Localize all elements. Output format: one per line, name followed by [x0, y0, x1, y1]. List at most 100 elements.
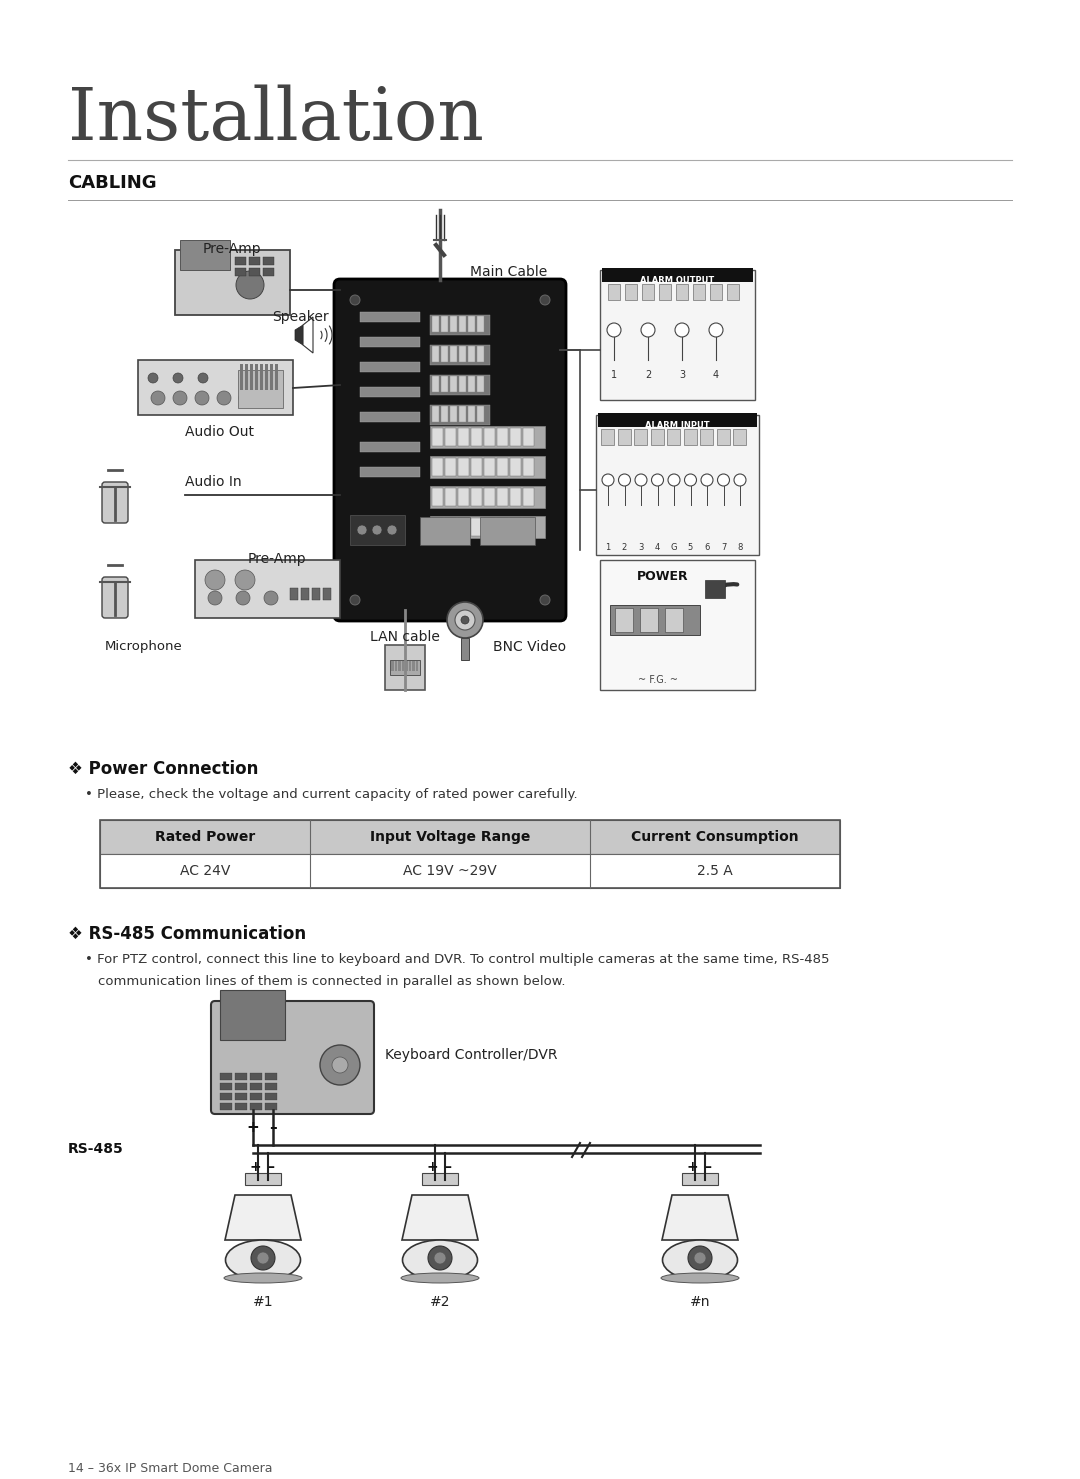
Bar	[100, 819, 840, 853]
Text: 1: 1	[611, 370, 617, 380]
Circle shape	[708, 322, 723, 337]
Circle shape	[694, 1253, 706, 1265]
Bar	[249, 364, 253, 390]
Text: CABLING: CABLING	[68, 175, 157, 192]
Text: +: +	[427, 1160, 437, 1174]
Text: • Please, check the voltage and current capacity of rated power carefully.: • Please, check the voltage and current …	[85, 788, 578, 802]
Bar	[681, 1173, 718, 1185]
Bar	[510, 518, 521, 535]
Polygon shape	[303, 317, 313, 353]
Bar	[523, 488, 534, 506]
Bar	[450, 407, 457, 422]
Bar	[700, 429, 713, 445]
Polygon shape	[225, 1195, 301, 1239]
Bar	[265, 1083, 276, 1090]
Bar	[510, 488, 521, 506]
Bar	[430, 376, 490, 395]
Bar	[459, 376, 465, 392]
Circle shape	[717, 473, 729, 487]
Text: Pre-Amp: Pre-Amp	[247, 552, 307, 566]
Bar	[235, 268, 246, 277]
Bar	[323, 589, 330, 600]
Bar	[235, 257, 246, 265]
Bar	[600, 561, 755, 691]
Circle shape	[264, 592, 278, 605]
Bar	[360, 387, 420, 396]
Circle shape	[198, 373, 208, 383]
Bar	[445, 518, 456, 535]
Bar	[432, 317, 438, 331]
Bar	[235, 1083, 247, 1090]
Bar	[727, 284, 739, 300]
Text: ❖ Power Connection: ❖ Power Connection	[68, 760, 258, 778]
Text: ❖ RS-485 Communication: ❖ RS-485 Communication	[68, 924, 306, 944]
Bar	[568, 1139, 598, 1157]
Bar	[195, 561, 340, 618]
Bar	[249, 257, 260, 265]
Bar	[468, 376, 475, 392]
Text: #1: #1	[253, 1296, 273, 1309]
Text: –: –	[704, 1160, 712, 1174]
Bar	[249, 1103, 262, 1111]
Text: 7: 7	[720, 543, 726, 552]
Bar	[484, 427, 495, 447]
Bar	[360, 312, 420, 322]
Text: Speaker: Speaker	[272, 311, 328, 324]
Bar	[634, 429, 647, 445]
Bar	[138, 359, 293, 416]
Circle shape	[237, 271, 264, 299]
Bar	[430, 456, 545, 478]
Text: Rated Power: Rated Power	[154, 830, 255, 845]
Circle shape	[217, 390, 231, 405]
Bar	[659, 284, 671, 300]
Bar	[608, 284, 620, 300]
Bar	[484, 518, 495, 535]
Text: communication lines of them is connected in parallel as shown below.: communication lines of them is connected…	[98, 975, 566, 988]
Text: RS-485: RS-485	[68, 1142, 124, 1157]
Text: 3: 3	[638, 543, 644, 552]
Text: –: –	[268, 1160, 274, 1174]
Bar	[667, 429, 680, 445]
Bar	[716, 429, 729, 445]
Bar	[477, 407, 484, 422]
Bar	[459, 346, 465, 362]
Bar	[600, 271, 755, 399]
Circle shape	[651, 473, 663, 487]
Ellipse shape	[661, 1273, 739, 1282]
Bar	[411, 661, 415, 671]
Bar	[445, 427, 456, 447]
Text: LAN cable: LAN cable	[370, 630, 440, 643]
Bar	[390, 660, 420, 674]
FancyBboxPatch shape	[102, 482, 129, 524]
Bar	[458, 427, 469, 447]
Bar	[430, 426, 545, 448]
Bar	[615, 608, 633, 632]
Bar	[497, 488, 508, 506]
Bar	[600, 429, 615, 445]
Circle shape	[148, 373, 158, 383]
Text: 8: 8	[738, 543, 743, 552]
Text: G: G	[671, 543, 677, 552]
Bar	[405, 661, 407, 671]
Bar	[650, 429, 663, 445]
Bar	[484, 488, 495, 506]
Bar	[312, 589, 320, 600]
Circle shape	[387, 525, 397, 535]
Bar	[100, 819, 840, 887]
Bar	[445, 458, 456, 476]
Circle shape	[734, 473, 746, 487]
Bar	[360, 362, 420, 373]
Bar	[497, 427, 508, 447]
FancyBboxPatch shape	[334, 280, 566, 621]
Text: POWER: POWER	[637, 569, 688, 583]
Text: #n: #n	[690, 1296, 711, 1309]
Bar	[265, 1093, 276, 1100]
Text: ALARM OUTPUT: ALARM OUTPUT	[640, 277, 715, 285]
Text: ~ F.G. ~: ~ F.G. ~	[637, 674, 677, 685]
Text: –: –	[269, 1120, 276, 1134]
Bar	[618, 429, 631, 445]
Circle shape	[688, 1245, 712, 1270]
Circle shape	[372, 525, 382, 535]
Bar	[471, 427, 482, 447]
Ellipse shape	[403, 1239, 477, 1279]
